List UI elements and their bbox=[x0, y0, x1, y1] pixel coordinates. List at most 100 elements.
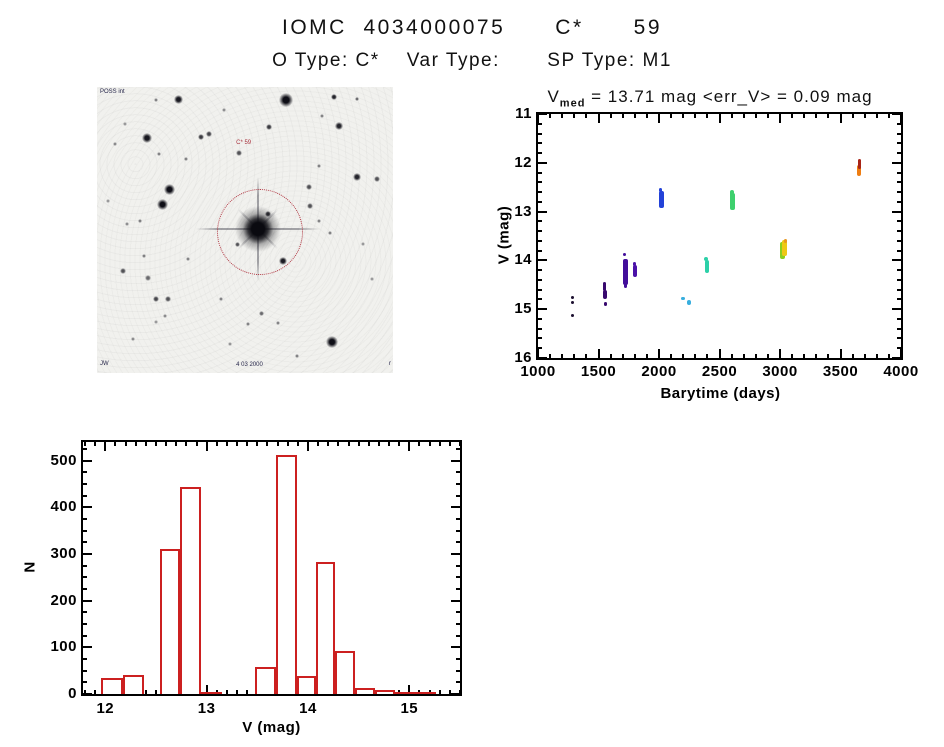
axis-tick bbox=[754, 114, 757, 118]
axis-tick bbox=[124, 442, 127, 446]
axis-tick bbox=[451, 599, 460, 602]
axis-tick bbox=[144, 690, 147, 694]
hist-y-tick-label: 500 bbox=[50, 451, 77, 469]
axis-tick bbox=[337, 442, 340, 446]
axis-tick bbox=[538, 191, 542, 194]
axis-tick bbox=[538, 161, 547, 164]
axis-tick bbox=[538, 298, 542, 301]
axis-tick bbox=[897, 152, 901, 155]
axis-tick bbox=[456, 518, 460, 520]
hist-bar bbox=[122, 675, 144, 694]
axis-tick bbox=[377, 442, 380, 446]
lc-data-point bbox=[624, 280, 628, 289]
axis-tick bbox=[779, 349, 781, 358]
axis-tick bbox=[839, 114, 842, 123]
axis-tick bbox=[205, 685, 208, 694]
axis-tick bbox=[347, 442, 350, 446]
finder-corner-top-left-label: POSS int bbox=[100, 89, 125, 95]
star bbox=[144, 275, 151, 282]
lc-y-tick-label: 11 bbox=[515, 105, 532, 122]
axis-tick bbox=[215, 442, 218, 446]
star bbox=[373, 175, 380, 182]
axis-tick bbox=[154, 442, 157, 446]
star bbox=[265, 124, 272, 131]
lc-data-point bbox=[856, 164, 861, 177]
axis-tick bbox=[538, 171, 542, 174]
axis-tick bbox=[827, 354, 830, 358]
axis-tick bbox=[754, 354, 757, 358]
lc-data-point bbox=[602, 289, 607, 299]
axis-tick bbox=[538, 288, 542, 291]
lc-data-point bbox=[633, 265, 638, 277]
axis-tick bbox=[205, 442, 208, 451]
axis-tick bbox=[538, 142, 542, 145]
hist-y-tick-label: 200 bbox=[50, 591, 77, 609]
axis-tick bbox=[408, 685, 411, 694]
axis-tick bbox=[456, 634, 460, 637]
axis-tick bbox=[327, 442, 330, 446]
axis-tick bbox=[538, 220, 542, 223]
star bbox=[317, 219, 321, 224]
axis-tick bbox=[154, 690, 157, 694]
star bbox=[157, 152, 162, 157]
axis-tick bbox=[609, 354, 612, 358]
axis-tick bbox=[803, 114, 806, 118]
axis-tick bbox=[83, 576, 87, 579]
hist-y-tick-label: 100 bbox=[50, 638, 77, 656]
axis-tick bbox=[276, 442, 279, 446]
axis-tick bbox=[83, 541, 87, 544]
lc-data-point bbox=[623, 252, 627, 256]
lc-title-prefix: V bbox=[547, 87, 560, 106]
axis-tick bbox=[451, 693, 460, 695]
axis-tick bbox=[538, 259, 547, 262]
axis-tick bbox=[456, 541, 460, 544]
axis-tick bbox=[609, 114, 612, 118]
axis-tick bbox=[538, 200, 542, 203]
axis-tick bbox=[538, 317, 542, 320]
axis-tick bbox=[185, 442, 188, 446]
axis-tick bbox=[538, 239, 542, 242]
axis-tick bbox=[83, 646, 92, 649]
axis-tick bbox=[742, 114, 745, 118]
axis-tick bbox=[897, 181, 901, 184]
axis-tick bbox=[317, 442, 320, 446]
axis-tick bbox=[456, 588, 460, 590]
axis-tick bbox=[83, 448, 87, 450]
axis-tick bbox=[456, 483, 460, 485]
axis-tick bbox=[175, 442, 178, 446]
axis-tick bbox=[83, 483, 87, 485]
hist-x-tick-label: 15 bbox=[400, 700, 419, 717]
lc-x-tick-label: 2000 bbox=[641, 363, 677, 380]
axis-tick bbox=[538, 122, 542, 125]
axis-tick bbox=[388, 442, 391, 446]
lc-data-point bbox=[570, 314, 574, 318]
axis-tick bbox=[456, 576, 460, 579]
star bbox=[361, 242, 366, 247]
axis-tick bbox=[897, 132, 901, 135]
lc-y-tick-label: 14 bbox=[514, 251, 532, 269]
axis-tick bbox=[892, 113, 901, 115]
finder-corner-bottom-center-label: 4 03 2000 bbox=[236, 362, 263, 368]
lc-x-tick-label: 1500 bbox=[580, 363, 617, 380]
star bbox=[197, 134, 204, 141]
axis-tick bbox=[225, 690, 228, 694]
histogram-plot-area bbox=[81, 440, 462, 696]
lc-data-point bbox=[783, 238, 787, 243]
star bbox=[327, 230, 332, 235]
star bbox=[275, 321, 280, 326]
finder-corner-bottom-right-label: r bbox=[389, 361, 391, 367]
axis-tick bbox=[791, 114, 794, 118]
axis-tick bbox=[538, 132, 542, 135]
star bbox=[370, 276, 375, 281]
star bbox=[173, 95, 183, 105]
axis-tick bbox=[839, 349, 842, 358]
axis-tick bbox=[83, 506, 92, 509]
axis-tick bbox=[408, 442, 411, 451]
axis-tick bbox=[815, 114, 818, 118]
star bbox=[164, 184, 176, 196]
axis-tick bbox=[897, 122, 901, 125]
axis-tick bbox=[83, 634, 87, 637]
axis-tick bbox=[597, 114, 600, 123]
axis-tick bbox=[83, 693, 92, 695]
axis-tick bbox=[94, 690, 97, 694]
